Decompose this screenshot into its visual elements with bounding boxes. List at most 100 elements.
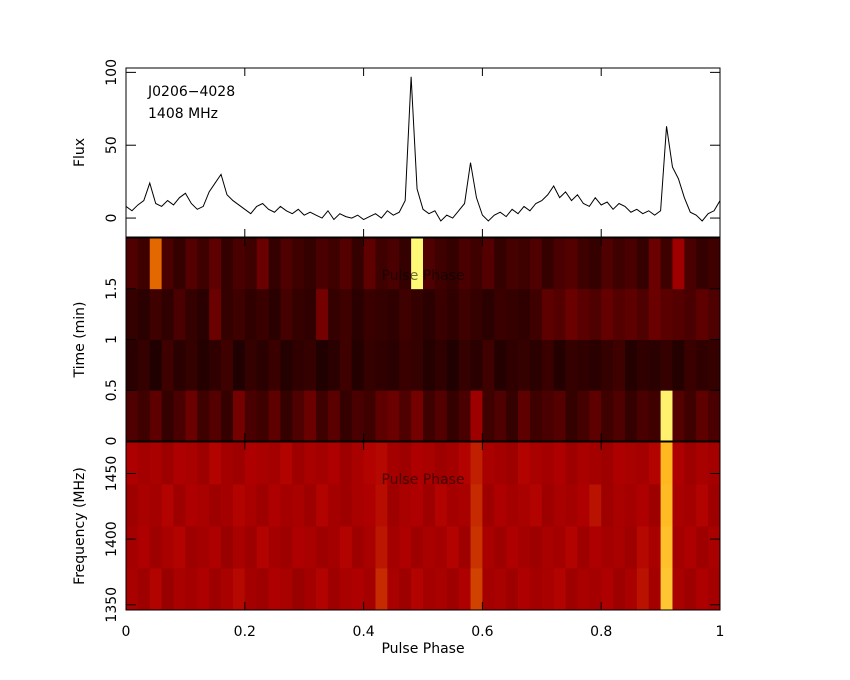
heat-cell [363,238,376,290]
heat-cell [280,390,293,441]
heat-cell [565,484,578,527]
heat-cell [589,442,602,485]
heat-cell [589,390,602,441]
heat-cell [636,442,650,485]
y-tick-label: 50 [104,136,120,154]
heat-cell [696,238,709,290]
heat-cell [173,288,186,340]
heat-cell [636,238,650,290]
heat-cell [327,390,341,441]
heat-cell [244,288,258,340]
heat-cell [529,288,543,340]
heat-cell [624,339,638,391]
heat-cell [446,442,460,485]
heat-cell [553,390,566,441]
heat-cell [613,288,626,340]
y-tick-label: 100 [104,59,120,86]
heat-cell [244,390,258,441]
heat-cell [458,442,471,485]
heat-cell [636,390,650,441]
heat-cell [541,339,555,391]
heat-cell [636,339,650,391]
heat-cell [399,238,412,290]
heat-cell [624,568,638,610]
heat-cell [387,238,400,290]
heat-cell [375,442,388,485]
frame [125,67,721,238]
heat-cell [529,526,543,569]
heat-cell [268,339,281,391]
heat-cell [232,484,246,527]
heat-cell [375,339,388,391]
heat-cell [434,238,448,290]
heat-cell [470,288,483,340]
heat-cell [351,568,364,610]
heat-cell [268,568,281,610]
heat-cell [292,484,305,527]
heat-cell [434,288,448,340]
heat-cell [494,390,507,441]
heat-cell [613,568,626,610]
heat-cell [304,288,317,340]
heat-cell [256,442,269,485]
heat-cell [660,238,673,290]
heat-cell [458,390,471,441]
heat-cell [434,339,448,391]
heat-cell [601,568,614,610]
heat-cell [494,238,507,290]
heat-cell [126,390,139,441]
heat-cell [399,390,412,441]
heat-cell [173,526,186,569]
heat-cell [316,238,329,290]
heat-cell [648,442,661,485]
heat-cell [197,484,210,527]
heat-cell [423,339,436,391]
heat-cell [708,568,720,610]
heat-cell [446,390,460,441]
heat-cell [244,568,258,610]
heat-cell [696,288,709,340]
heat-cell [173,442,186,485]
heat-cell [565,568,578,610]
heat-cell [292,442,305,485]
heat-cell [387,484,400,527]
x-tick-label: 0.2 [234,624,256,640]
heat-cell [149,526,163,569]
heat-cell [423,568,436,610]
plot-area [126,76,720,222]
heat-cell [636,288,650,340]
heat-cell [696,339,709,391]
heat-cell [482,484,495,527]
heat-cell [411,526,424,569]
heat-cell [672,568,685,610]
heat-cell [553,288,566,340]
heat-cell [268,484,281,527]
heat-cell [482,288,495,340]
heat-cell [411,568,424,610]
heat-cell [137,339,151,391]
heat-cell [684,238,697,290]
heat-cell [494,442,507,485]
heat-cell [553,484,566,527]
heat-cell [696,390,709,441]
x-tick-label: 1 [716,624,725,640]
heat-cell [541,526,555,569]
heat-cell [660,568,673,610]
heat-cell [126,442,139,485]
heat-cell [209,442,222,485]
heat-cell [387,526,400,569]
heat-cell [399,288,412,340]
plot-area [126,238,720,441]
heat-cell [339,526,353,569]
y-tick-label: 1.5 [104,278,120,300]
y-axis-label: Flux [72,138,88,167]
heat-cell [458,288,471,340]
heat-cell [672,390,685,441]
heat-cell [541,568,555,610]
heat-cell [149,484,163,527]
heat-cell [137,484,151,527]
heat-cell [232,526,246,569]
heat-cell [624,442,638,485]
heat-cell [553,238,566,290]
